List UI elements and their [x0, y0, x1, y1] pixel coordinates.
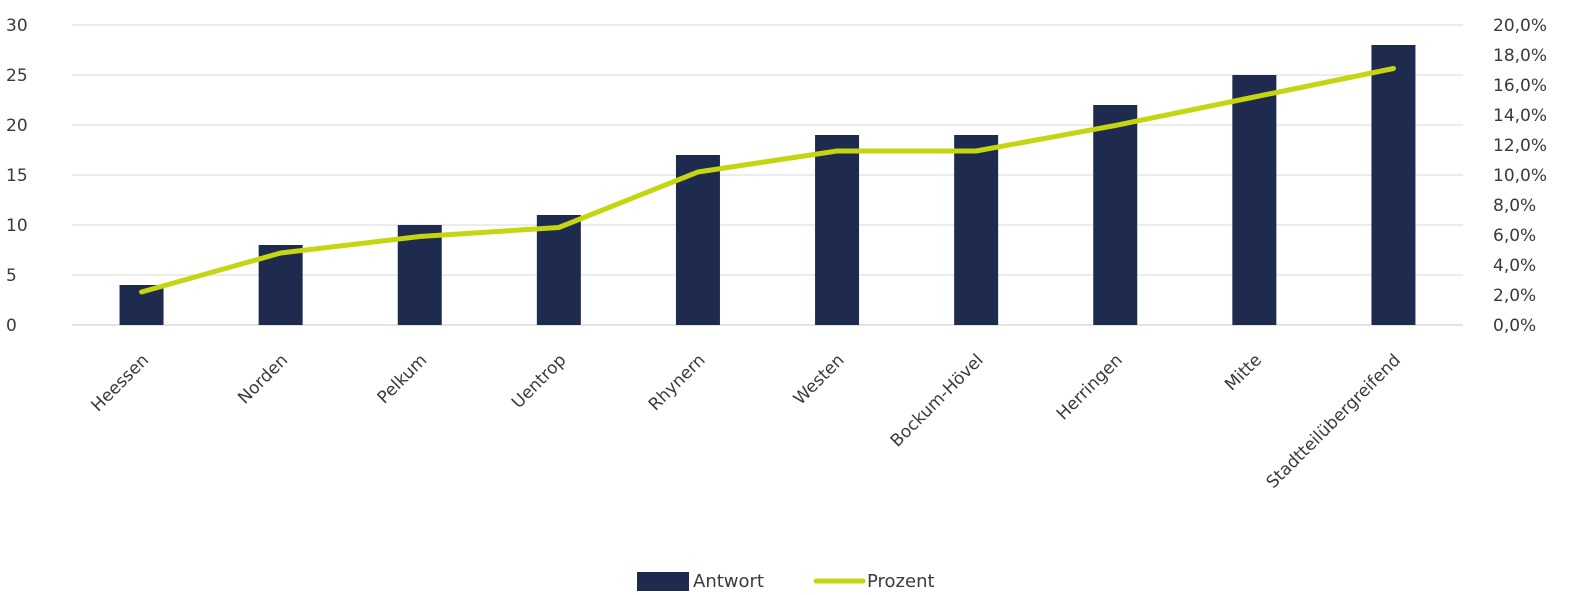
category-label: Uentrop — [508, 350, 570, 412]
category-label: Mitte — [1221, 350, 1266, 395]
left-tick-label: 5 — [6, 266, 17, 286]
category-label: Westen — [790, 350, 849, 409]
right-tick-label: 2,0% — [1493, 286, 1536, 306]
line-series — [139, 66, 1396, 295]
legend: Antwort Prozent — [637, 571, 935, 592]
category-label: Rhynern — [645, 350, 710, 415]
left-tick-label: 30 — [6, 16, 28, 36]
bar-antwort — [1093, 105, 1138, 325]
category-label: Stadtteilübergreifend — [1263, 350, 1405, 492]
bar-antwort — [1371, 45, 1416, 325]
bar-series — [119, 45, 1416, 325]
bar-antwort — [1232, 75, 1277, 325]
right-tick-label: 4,0% — [1493, 256, 1536, 276]
bar-antwort — [815, 135, 860, 325]
left-tick-label: 20 — [6, 116, 28, 136]
category-labels: Heessen Norden Pelkum Uentrop Rhynern Westen B… — [88, 350, 1405, 492]
category-label: Heessen — [88, 350, 154, 416]
right-tick-label: 16,0% — [1493, 76, 1547, 96]
legend-label-prozent: Prozent — [867, 571, 935, 592]
right-tick-label: 20,0% — [1493, 16, 1547, 36]
bar-antwort — [536, 215, 581, 325]
bar-antwort — [397, 225, 442, 325]
category-label: Bockum-Hövel — [887, 350, 988, 451]
bar-antwort — [675, 155, 720, 325]
right-tick-label: 18,0% — [1493, 46, 1547, 66]
right-tick-label: 14,0% — [1493, 106, 1547, 126]
left-axis-ticks: 0 5 10 15 20 25 30 — [6, 16, 28, 336]
line-prozent — [139, 66, 1396, 295]
right-tick-label: 8,0% — [1493, 196, 1536, 216]
left-tick-label: 15 — [6, 166, 28, 186]
right-tick-label: 10,0% — [1493, 166, 1547, 186]
left-tick-label: 0 — [6, 316, 17, 336]
left-tick-label: 25 — [6, 66, 28, 86]
right-tick-label: 6,0% — [1493, 226, 1536, 246]
category-label: Pelkum — [374, 350, 432, 408]
category-label: Herringen — [1053, 350, 1127, 424]
left-tick-label: 10 — [6, 216, 28, 236]
right-tick-label: 12,0% — [1493, 136, 1547, 156]
right-axis-ticks: 0,0% 2,0% 4,0% 6,0% 8,0% 10,0% 12,0% 14,0% 16,0%… — [1493, 16, 1547, 336]
category-label: Norden — [234, 350, 292, 408]
gridlines — [72, 24, 1463, 326]
bar-antwort — [954, 135, 999, 325]
right-tick-label: 0,0% — [1493, 316, 1536, 336]
legend-swatch-antwort — [637, 572, 689, 591]
legend-label-antwort: Antwort — [693, 571, 764, 592]
